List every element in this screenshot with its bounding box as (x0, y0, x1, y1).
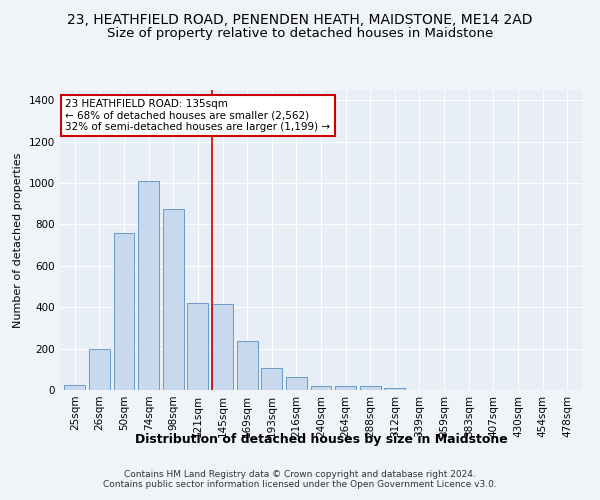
Bar (138, 181, 159, 390)
Text: Distribution of detached houses by size in Maidstone: Distribution of detached houses by size … (134, 432, 508, 446)
Y-axis label: Number of detached properties: Number of detached properties (13, 152, 23, 328)
Bar (113, 233, 134, 390)
Bar (89, 348, 110, 390)
Text: 23 HEATHFIELD ROAD: 135sqm
← 68% of detached houses are smaller (2,562)
32% of s: 23 HEATHFIELD ROAD: 135sqm ← 68% of deta… (65, 99, 331, 132)
Text: 23, HEATHFIELD ROAD, PENENDEN HEATH, MAIDSTONE, ME14 2AD: 23, HEATHFIELD ROAD, PENENDEN HEATH, MAI… (67, 12, 533, 26)
Bar (360, 386, 381, 390)
Bar (187, 303, 208, 390)
Bar (335, 386, 356, 390)
Bar (212, 304, 233, 390)
Bar (163, 209, 184, 390)
Bar (286, 376, 307, 390)
Text: Size of property relative to detached houses in Maidstone: Size of property relative to detached ho… (107, 28, 493, 40)
Bar (311, 386, 331, 390)
Bar (236, 342, 257, 390)
Text: Contains HM Land Registry data © Crown copyright and database right 2024.: Contains HM Land Registry data © Crown c… (124, 470, 476, 479)
Bar (261, 368, 282, 390)
Bar (64, 385, 85, 390)
Bar (385, 388, 406, 390)
Text: Contains public sector information licensed under the Open Government Licence v3: Contains public sector information licen… (103, 480, 497, 489)
